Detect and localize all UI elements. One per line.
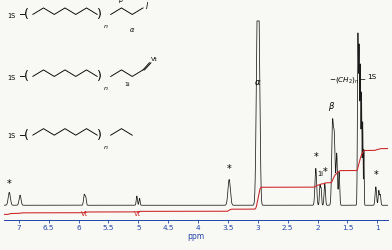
Text: *: * — [374, 170, 378, 180]
Text: n: n — [104, 86, 108, 91]
Text: ): ) — [97, 129, 102, 142]
Text: $\alpha$: $\alpha$ — [254, 78, 261, 87]
Text: (: ( — [24, 70, 29, 83]
Text: 1S: 1S — [8, 74, 16, 80]
Text: ): ) — [97, 8, 102, 21]
Text: *: * — [322, 167, 327, 177]
Text: $\beta$: $\beta$ — [118, 0, 125, 5]
Text: n: n — [104, 24, 108, 29]
Text: *: * — [7, 179, 12, 189]
Text: Vt: Vt — [134, 211, 141, 217]
Text: Vt: Vt — [81, 211, 88, 217]
Text: I: I — [146, 2, 148, 11]
Text: 1i: 1i — [124, 82, 130, 87]
Text: $\alpha$: $\alpha$ — [129, 26, 135, 34]
Text: Vt: Vt — [151, 57, 157, 62]
Text: $-(CH_2)_n-$: $-(CH_2)_n-$ — [328, 76, 367, 86]
Text: *: * — [314, 152, 318, 162]
Text: n: n — [104, 145, 108, 150]
Text: ): ) — [97, 70, 102, 83]
Text: 1i: 1i — [317, 171, 323, 177]
Text: $\beta$: $\beta$ — [328, 100, 335, 113]
Text: *: * — [227, 164, 232, 174]
Text: 1S: 1S — [8, 12, 16, 18]
Text: (: ( — [24, 8, 29, 21]
Text: 1S: 1S — [8, 133, 16, 139]
Text: 1S: 1S — [367, 74, 376, 80]
Text: (: ( — [24, 129, 29, 142]
X-axis label: ppm: ppm — [187, 232, 205, 241]
